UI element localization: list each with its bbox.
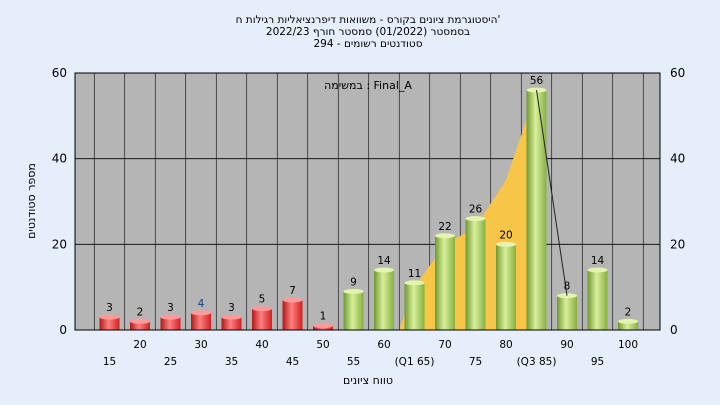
bar-(Q1 65) (404, 282, 425, 330)
x-tick-45: 45 (286, 356, 299, 368)
plot-area (75, 73, 660, 330)
quartile-line-group (536, 90, 568, 296)
bar-top-80 (496, 241, 516, 247)
value-label-30: 4 (198, 298, 205, 310)
bar-40 (252, 308, 272, 330)
bar-25 (160, 317, 181, 330)
x-tick-(Q3 85): (Q3 85) (517, 356, 557, 368)
bar-top-(Q1 65) (404, 280, 425, 286)
annotation-label: במשימה : Final_A (324, 79, 412, 92)
x-tick-50: 50 (316, 339, 329, 351)
x-tick-75: 75 (469, 356, 482, 368)
y-tick-right-40: 40 (670, 152, 685, 166)
value-label-95: 14 (591, 255, 605, 267)
x-tick-60: 60 (377, 339, 390, 351)
bar-top-55 (343, 288, 364, 294)
chart-title-line-1: היסטוגרמת ציונים בקורס - משוואות דיפרנצי… (236, 14, 501, 26)
x-tick-70: 70 (438, 339, 451, 351)
bar-30 (191, 312, 211, 330)
value-label-75: 26 (469, 204, 483, 216)
y-tick-left-60: 60 (52, 66, 67, 80)
value-label-15: 3 (106, 302, 113, 314)
bar-45 (282, 300, 303, 330)
bar-90 (557, 295, 577, 330)
x-tick-95: 95 (591, 356, 604, 368)
value-label-20: 2 (137, 306, 144, 318)
plot-border (74, 72, 661, 331)
y-tick-right-60: 60 (670, 66, 685, 80)
y-tick-right-0: 0 (670, 323, 678, 337)
bar-top-70 (435, 233, 455, 239)
bar-95 (587, 270, 608, 330)
bar-top-25 (160, 314, 181, 320)
bar-75 (465, 218, 486, 330)
bar-top-20 (130, 318, 150, 324)
value-labels-group: 3 2 3 4 3 5 7 1 9 14 11 22 26 20 56 8 14 2 (106, 75, 631, 323)
bar-80 (496, 244, 516, 330)
bar-20 (130, 321, 150, 330)
bar-top-75 (465, 216, 486, 222)
x-tick-(Q1 65): (Q1 65) (395, 356, 435, 368)
bar-top-60 (374, 267, 394, 273)
x-tick-90: 90 (560, 339, 573, 351)
value-label-(Q3 85): 56 (530, 75, 544, 87)
bar-top-100 (618, 318, 638, 324)
bar-top-45 (282, 297, 303, 303)
y-tick-left-0: 0 (59, 323, 67, 337)
value-label-80: 20 (499, 229, 512, 241)
value-label-40: 5 (259, 294, 266, 306)
x-tick-35: 35 (225, 356, 238, 368)
chart-title-line-3: סטודנטים רשומים - 294 (313, 38, 422, 50)
x-tick-55: 55 (347, 356, 360, 368)
quartile-connector-line (536, 90, 568, 296)
bar-(Q3 85) (526, 90, 547, 330)
value-label-(Q1 65): 11 (408, 268, 421, 280)
y-tick-left-40: 40 (52, 152, 67, 166)
value-label-55: 9 (350, 276, 357, 288)
value-label-90: 8 (564, 281, 571, 293)
value-label-70: 22 (438, 221, 451, 233)
value-label-60: 14 (377, 255, 391, 267)
value-label-25: 3 (167, 302, 174, 314)
bar-top-35 (221, 314, 242, 320)
y-axis-title: מספר סטודנטים (25, 163, 38, 239)
bar-35 (221, 317, 242, 330)
y-tick-right-20: 20 (670, 237, 685, 251)
bar-15 (99, 317, 120, 330)
value-label-45: 7 (289, 285, 296, 297)
x-tick-40: 40 (255, 339, 268, 351)
y-tick-left-20: 20 (52, 237, 67, 251)
bar-top-40 (252, 306, 272, 312)
bar-top-30 (191, 310, 211, 316)
bar-55 (343, 291, 364, 330)
bar-60 (374, 270, 394, 330)
x-tick-80: 80 (499, 339, 512, 351)
x-tick-100: 100 (618, 339, 638, 351)
value-label-100: 2 (625, 306, 632, 318)
bar-70 (435, 235, 455, 330)
value-label-50: 1 (320, 311, 327, 323)
bar-100 (618, 321, 638, 330)
bar-top-50 (313, 323, 333, 329)
x-tick-30: 30 (194, 339, 207, 351)
value-label-35: 3 (228, 302, 235, 314)
bars-group (99, 87, 638, 330)
x-axis-title: טווח ציונים (343, 374, 393, 387)
chart-title-line-2: בסמסטר (01/2022) סמסטר חורף 2022/23 (266, 26, 470, 38)
bar-top-95 (587, 267, 608, 273)
x-tick-25: 25 (164, 356, 177, 368)
bar-top-15 (99, 314, 120, 320)
x-tick-15: 15 (103, 356, 116, 368)
x-tick-20: 20 (133, 339, 146, 351)
